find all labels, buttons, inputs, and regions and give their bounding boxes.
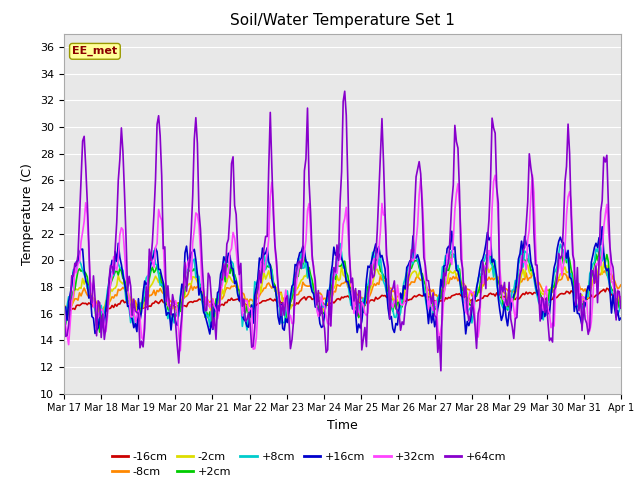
+16cm [588,259,595,265]
-2cm [255,281,263,287]
-2cm [305,274,313,279]
+16cm [598,224,606,229]
+32cm [246,306,254,312]
Y-axis label: Temperature (C): Temperature (C) [22,163,35,264]
+16cm [129,316,136,322]
-2cm [228,277,236,283]
-2cm [97,317,105,323]
Line: +8cm: +8cm [64,239,621,333]
-2cm [60,317,68,323]
+2cm [617,302,625,308]
-8cm [246,297,254,302]
Line: +16cm: +16cm [64,227,621,334]
+32cm [305,201,313,206]
+64cm [617,305,625,311]
+64cm [129,312,136,318]
-16cm [228,295,236,301]
+8cm [303,275,311,281]
-16cm [603,285,611,291]
+8cm [617,299,625,304]
+16cm [255,255,263,261]
-8cm [598,267,606,273]
+2cm [96,329,104,335]
+8cm [586,271,594,276]
-16cm [588,292,595,298]
Line: +32cm: +32cm [64,175,621,351]
-8cm [228,283,236,289]
+8cm [244,312,252,317]
-2cm [588,285,595,290]
+32cm [617,296,625,302]
Title: Soil/Water Temperature Set 1: Soil/Water Temperature Set 1 [230,13,455,28]
+16cm [617,315,625,321]
+64cm [254,286,262,292]
+8cm [595,236,603,242]
Line: -2cm: -2cm [64,263,621,320]
-8cm [305,283,313,289]
X-axis label: Time: Time [327,419,358,432]
-16cm [102,309,109,314]
Line: -8cm: -8cm [64,270,621,313]
-16cm [617,295,625,300]
-16cm [255,300,263,306]
+32cm [177,348,184,354]
+16cm [60,316,68,322]
-2cm [130,302,138,308]
-2cm [617,298,625,304]
-2cm [600,260,607,265]
+32cm [589,294,596,300]
+2cm [595,248,603,254]
+32cm [228,246,236,252]
+64cm [244,310,252,316]
-16cm [60,305,68,311]
-2cm [246,303,254,309]
Line: +2cm: +2cm [64,251,621,332]
-8cm [255,293,263,299]
+2cm [130,311,138,317]
Line: -16cm: -16cm [64,288,621,312]
-16cm [305,294,313,300]
+2cm [228,262,236,268]
-8cm [97,310,105,316]
+2cm [305,264,313,270]
+16cm [206,331,214,337]
+16cm [246,310,254,316]
-8cm [130,302,138,308]
+2cm [246,314,254,320]
+2cm [588,275,595,280]
-8cm [60,304,68,310]
+16cm [228,265,236,271]
-8cm [617,282,625,288]
+8cm [254,277,262,283]
+8cm [226,261,234,266]
-8cm [588,283,595,289]
-16cm [130,305,138,311]
+2cm [60,321,68,327]
+64cm [437,368,445,373]
+64cm [303,105,311,111]
+8cm [129,311,136,316]
+64cm [60,311,68,316]
+64cm [589,268,596,274]
+2cm [255,278,263,284]
+32cm [60,302,68,308]
+16cm [305,273,313,278]
+64cm [341,88,349,94]
+64cm [226,211,234,216]
Legend: -16cm, -8cm, -2cm, +2cm, +8cm, +16cm, +32cm, +64cm: -16cm, -8cm, -2cm, +2cm, +8cm, +16cm, +3… [108,447,511,480]
+32cm [529,172,536,178]
Text: EE_met: EE_met [72,46,118,57]
-16cm [246,303,254,309]
+32cm [255,280,263,286]
+8cm [60,330,68,336]
Line: +64cm: +64cm [64,91,621,371]
+32cm [129,314,136,320]
